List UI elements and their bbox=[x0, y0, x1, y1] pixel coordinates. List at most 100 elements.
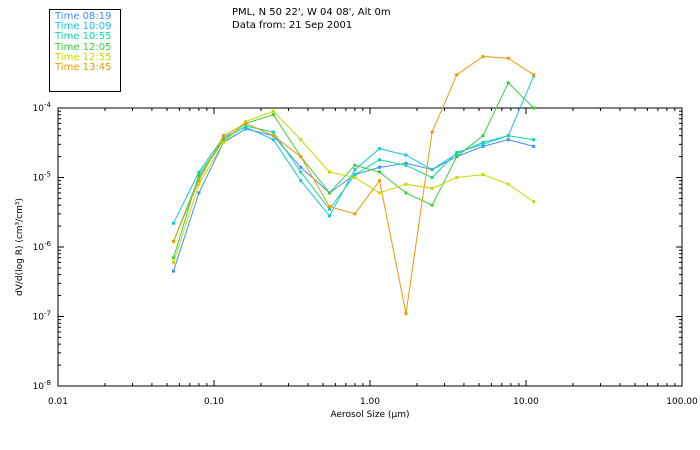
data-point bbox=[430, 203, 434, 207]
data-point bbox=[328, 214, 331, 218]
y-axis: 10-8 10-7 10-6 10-5 10-4 bbox=[33, 101, 682, 392]
chart-subtitle: Data from: 21 Sep 2001 bbox=[232, 20, 353, 31]
data-point bbox=[172, 240, 175, 243]
data-point bbox=[404, 163, 408, 167]
data-point bbox=[430, 186, 434, 190]
series-line bbox=[173, 55, 534, 314]
data-point bbox=[353, 168, 357, 172]
data-point bbox=[299, 165, 303, 169]
series-time-10-55 bbox=[172, 124, 536, 243]
data-point bbox=[353, 212, 357, 216]
data-point bbox=[532, 144, 536, 148]
data-point bbox=[353, 163, 357, 167]
data-point bbox=[378, 191, 381, 195]
data-point bbox=[271, 109, 275, 113]
data-point bbox=[404, 312, 408, 316]
data-point bbox=[172, 269, 175, 273]
data-point bbox=[404, 161, 408, 165]
x-tick-label: 10.00 bbox=[513, 397, 539, 407]
data-point bbox=[299, 138, 303, 142]
data-point bbox=[378, 170, 381, 174]
data-point bbox=[299, 170, 303, 174]
data-point bbox=[532, 106, 536, 110]
data-point bbox=[244, 121, 248, 125]
data-point bbox=[197, 173, 201, 177]
data-point bbox=[328, 170, 331, 174]
data-point bbox=[222, 140, 225, 144]
x-axis: 0.01 0.10 1.00 10.00 100.00 bbox=[48, 108, 698, 407]
series-layer bbox=[172, 55, 536, 316]
legend-entry: Time 10:55 bbox=[55, 31, 112, 43]
series-time-12-05 bbox=[172, 81, 536, 260]
data-point bbox=[328, 191, 331, 195]
data-point bbox=[244, 120, 248, 123]
data-point bbox=[404, 191, 408, 195]
legend-entry: Time 10:09 bbox=[55, 21, 112, 33]
data-point bbox=[222, 138, 225, 142]
y-tick-label: 10-6 bbox=[33, 240, 52, 253]
legend-entry: Time 12:55 bbox=[55, 51, 112, 63]
y-tick-label: 10-4 bbox=[33, 101, 52, 114]
data-point bbox=[455, 73, 459, 77]
series-time-12-55 bbox=[172, 109, 536, 264]
data-point bbox=[271, 134, 275, 138]
y-axis-title: dV/d(log R) (cm³/cm³) bbox=[15, 198, 25, 296]
series-line bbox=[173, 128, 534, 272]
data-point bbox=[328, 205, 331, 209]
x-tick-label: 100.00 bbox=[666, 397, 698, 407]
data-point bbox=[455, 150, 459, 154]
data-point bbox=[172, 260, 175, 264]
data-point bbox=[481, 144, 485, 148]
series-time-10-09 bbox=[172, 74, 536, 225]
data-point bbox=[271, 138, 275, 142]
data-point bbox=[244, 127, 248, 131]
data-point bbox=[532, 138, 536, 142]
data-point bbox=[404, 182, 408, 186]
x-tick-label: 0.10 bbox=[204, 397, 224, 407]
data-point bbox=[378, 158, 381, 162]
data-point bbox=[506, 138, 510, 142]
data-point bbox=[244, 124, 248, 128]
data-point bbox=[197, 179, 201, 183]
data-point bbox=[481, 142, 485, 146]
data-point bbox=[353, 176, 357, 179]
data-point bbox=[328, 207, 331, 211]
data-point bbox=[430, 130, 434, 134]
data-point bbox=[299, 179, 303, 183]
data-point bbox=[455, 155, 459, 159]
data-point bbox=[197, 176, 201, 179]
y-tick-label: 10-8 bbox=[33, 379, 51, 392]
data-point bbox=[430, 176, 434, 179]
data-point bbox=[172, 256, 175, 260]
y-tick-label: 10-7 bbox=[33, 310, 51, 323]
data-point bbox=[353, 173, 357, 177]
series-line bbox=[173, 75, 535, 224]
data-point bbox=[455, 176, 459, 179]
data-point bbox=[481, 134, 485, 138]
data-point bbox=[506, 56, 510, 60]
series-time-08-19 bbox=[172, 127, 536, 273]
data-point bbox=[271, 113, 275, 117]
plot-frame bbox=[57, 107, 683, 387]
x-tick-label: 0.01 bbox=[48, 397, 68, 407]
data-point bbox=[532, 73, 536, 77]
data-point bbox=[222, 134, 225, 138]
data-point bbox=[378, 165, 381, 169]
series-time-13-45 bbox=[172, 55, 536, 316]
legend-entry: Time 12:05 bbox=[55, 41, 112, 53]
data-point bbox=[481, 55, 485, 58]
data-point bbox=[172, 221, 175, 225]
legend: Time 08:19 Time 10:09 Time 10:55 Time 12:05… bbox=[49, 9, 121, 92]
data-point bbox=[197, 170, 201, 174]
data-point bbox=[378, 179, 381, 183]
data-point bbox=[506, 182, 510, 186]
data-point bbox=[506, 81, 510, 85]
x-axis-title: Aerosol Size (µm) bbox=[331, 410, 410, 420]
y-tick-label: 10-5 bbox=[33, 171, 51, 184]
data-point bbox=[378, 147, 381, 151]
data-point bbox=[299, 155, 303, 159]
data-point bbox=[506, 134, 510, 138]
data-point bbox=[481, 173, 485, 177]
chart-title: PML, N 50 22', W 04 08', Alt 0m bbox=[232, 7, 391, 18]
